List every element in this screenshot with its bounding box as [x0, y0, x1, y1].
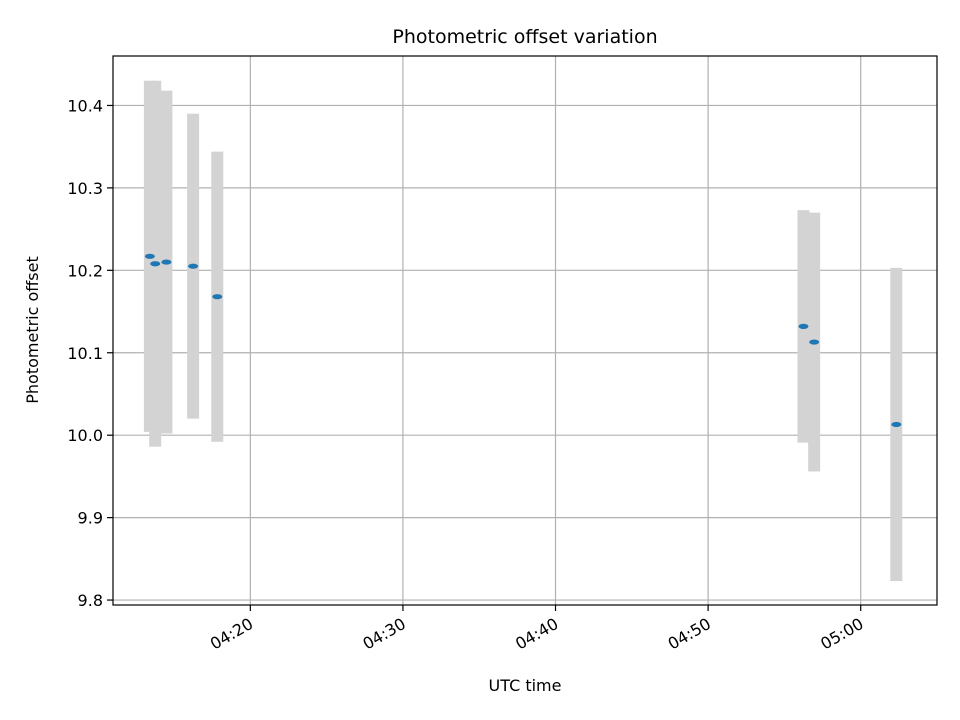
- y-axis-title: Photometric offset: [23, 256, 42, 404]
- y-tick-label: 10.2: [67, 261, 103, 280]
- data-point: [188, 263, 199, 269]
- data-point: [212, 294, 223, 300]
- data-points: [144, 253, 902, 428]
- data-point: [161, 259, 172, 265]
- y-tick-label: 9.8: [78, 591, 103, 610]
- y-axis-ticks: 9.8 9.9 10.0 10.1 10.2 10.3 10.4: [67, 96, 113, 610]
- y-tick-label: 10.0: [67, 426, 103, 445]
- data-point: [150, 261, 161, 267]
- x-axis-title: UTC time: [489, 676, 562, 695]
- data-point: [809, 339, 820, 345]
- y-tick-label: 10.4: [67, 96, 103, 115]
- data-point: [798, 323, 809, 329]
- plot-frame: [112, 55, 938, 606]
- y-tick-label: 9.9: [78, 509, 103, 528]
- data-point: [891, 421, 902, 428]
- y-tick-label: 10.3: [67, 179, 103, 198]
- data-point: [144, 253, 155, 259]
- y-tick-label: 10.1: [67, 344, 103, 363]
- chart-title: Photometric offset variation: [392, 26, 657, 48]
